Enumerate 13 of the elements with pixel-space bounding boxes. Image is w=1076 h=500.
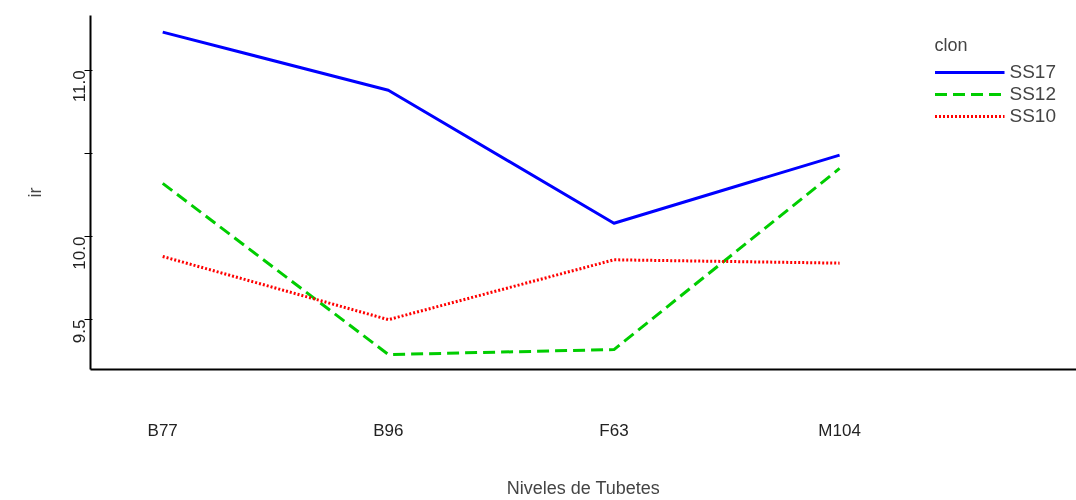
- x-axis-title: Niveles de Tubetes: [506, 477, 660, 498]
- x-tick-label: M104: [818, 420, 861, 440]
- y-tick-label: 10.0: [70, 236, 90, 270]
- legend-label: SS17: [1009, 61, 1056, 83]
- x-tick-label: B96: [373, 420, 404, 440]
- x-tick-label: B77: [147, 420, 178, 440]
- y-tick-label: 9.5: [70, 319, 90, 344]
- legend-label: SS10: [1009, 105, 1056, 127]
- y-axis-title: ir: [24, 187, 45, 198]
- legend-label: SS12: [1009, 83, 1056, 105]
- y-tick-label: 11.0: [70, 70, 90, 103]
- x-tick-label: F63: [599, 420, 629, 440]
- legend-title: clon: [934, 35, 969, 56]
